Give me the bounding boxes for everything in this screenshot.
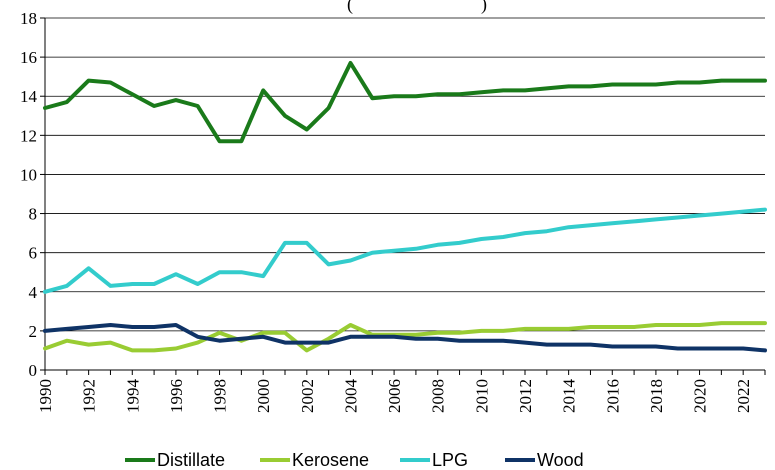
y-tick-labels: 0 2 4 6 8 10 12 14 16 18 — [20, 9, 38, 380]
x-tick-label: 2012 — [516, 379, 535, 413]
x-tick-label: 1998 — [211, 379, 230, 413]
y-tick-label: 14 — [20, 87, 38, 106]
x-tick-label: 1990 — [36, 379, 55, 413]
axes — [40, 17, 766, 375]
series-line-lpg — [43, 207, 767, 294]
series-line-kerosene — [43, 321, 767, 353]
x-tick-label: 2006 — [385, 379, 404, 413]
legend-label-lpg: LPG — [432, 450, 468, 470]
y-tick-label: 2 — [29, 322, 38, 341]
x-tick-label: 2016 — [603, 379, 622, 413]
x-tick-label: 2010 — [472, 379, 491, 413]
y-tick-label: 4 — [29, 283, 38, 302]
x-tick-label: 2000 — [254, 379, 273, 413]
chart-title-group: ( ) — [347, 0, 487, 15]
y-tick-label: 12 — [20, 126, 37, 145]
x-tick-label: 2014 — [560, 379, 579, 414]
legend-label-kerosene: Kerosene — [292, 450, 369, 470]
series-line-distillate — [43, 61, 767, 144]
y-tick-label: 10 — [20, 165, 37, 184]
x-tick-label: 1994 — [123, 379, 142, 414]
x-tick-label: 2004 — [341, 379, 360, 414]
y-tick-label: 16 — [20, 48, 37, 67]
series-lines — [43, 61, 767, 353]
x-tick-label: 2022 — [734, 379, 753, 413]
gridlines — [45, 17, 765, 332]
chart-title-close: ) — [481, 0, 487, 15]
legend: Distillate Kerosene LPG Wood — [125, 450, 584, 470]
series-line-wood — [43, 323, 767, 353]
legend-label-wood: Wood — [537, 450, 584, 470]
y-tick-label: 18 — [20, 9, 37, 28]
y-tick-label: 8 — [29, 205, 38, 224]
x-tick-label: 1992 — [80, 379, 99, 413]
y-tick-label: 6 — [29, 244, 38, 263]
x-tick-label: 1996 — [167, 379, 186, 413]
chart-title-open: ( — [347, 0, 353, 15]
legend-label-distillate: Distillate — [157, 450, 225, 470]
y-tick-label: 0 — [29, 361, 38, 380]
x-tick-label: 2018 — [647, 379, 666, 413]
x-tick-labels: 1990 1992 1994 1996 1998 2000 2002 2004 2006 2008… — [36, 379, 753, 414]
x-tick-label: 2008 — [429, 379, 448, 413]
x-tick-label: 2020 — [691, 379, 710, 413]
x-tick-label: 2002 — [298, 379, 317, 413]
